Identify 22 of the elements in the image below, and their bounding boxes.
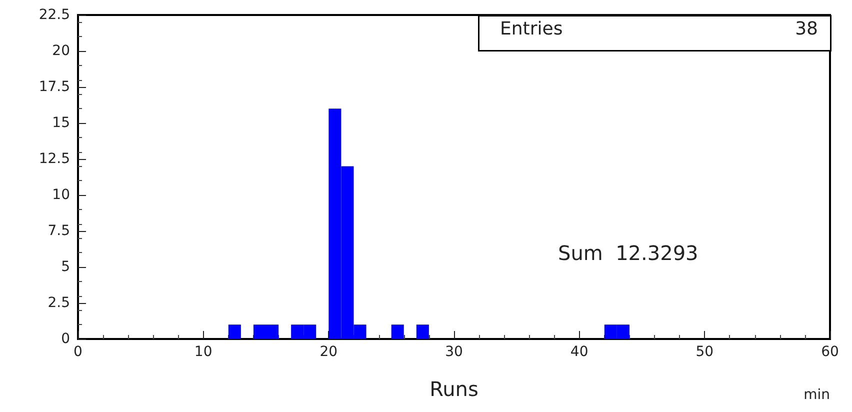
- x-tick-label: 10: [194, 344, 212, 360]
- y-tick-label: 7.5: [48, 223, 70, 239]
- annotation: 38: [795, 18, 818, 40]
- x-tick-label: 50: [696, 344, 714, 360]
- y-tick-label: 12.5: [38, 151, 70, 167]
- x-tick-label: 20: [320, 344, 338, 360]
- y-tick-label: 22.5: [38, 7, 70, 23]
- y-tick-label: 2.5: [48, 295, 70, 311]
- y-tick-label: 20: [52, 43, 70, 59]
- y-tick-label: 5: [61, 259, 70, 275]
- annotation: Sum 12.3293: [558, 241, 698, 265]
- y-tick-label: 15: [52, 115, 70, 131]
- x-tick-label: 40: [570, 344, 588, 360]
- y-tick-label: 10: [52, 187, 70, 203]
- y-tick-label: 17.5: [38, 79, 70, 95]
- x-axis-title: Runs: [430, 377, 478, 401]
- x-tick-label: 30: [445, 344, 463, 360]
- x-tick-label: 60: [821, 344, 839, 360]
- y-tick-label: 0: [61, 331, 70, 347]
- text: min: [804, 387, 830, 403]
- annotation: Entries: [500, 18, 563, 40]
- x-tick-label: 0: [74, 344, 82, 360]
